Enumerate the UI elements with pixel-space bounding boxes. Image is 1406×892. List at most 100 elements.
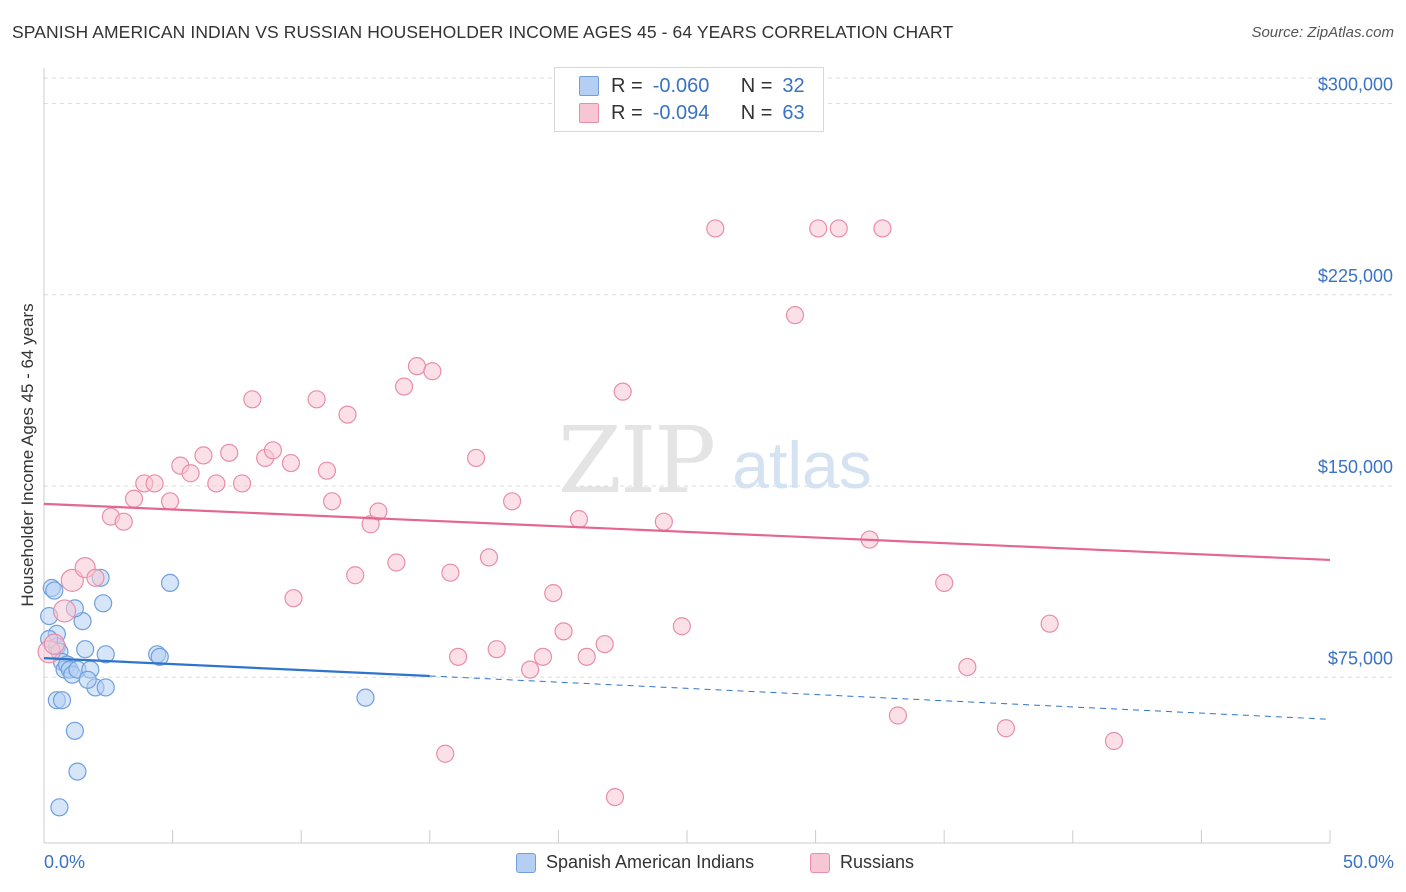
legend-swatch-pink <box>579 103 599 123</box>
russian-point <box>263 441 283 460</box>
russian-point <box>503 492 522 511</box>
russian-point <box>873 219 892 238</box>
russian-point <box>1104 731 1124 751</box>
spanish-american-indian-point <box>94 594 113 613</box>
russian-point <box>284 589 303 608</box>
x-axis-min-label: 0.0% <box>44 852 86 872</box>
russian-point <box>407 357 427 376</box>
russian-point <box>243 390 262 409</box>
y-tick-label: $150,000 <box>1318 457 1393 477</box>
russian-point <box>441 563 460 582</box>
russian-point <box>114 512 133 531</box>
russian-point <box>436 744 455 763</box>
russian-point <box>307 390 326 409</box>
russian-point <box>706 219 725 238</box>
legend-n-value: 63 <box>782 101 805 124</box>
russian-point <box>194 446 213 465</box>
russian-point <box>181 464 200 483</box>
russian-point <box>394 377 414 396</box>
spanish-american-indian-point <box>96 645 115 664</box>
russian-point <box>888 706 908 725</box>
russian-point <box>521 660 540 679</box>
y-tick-label: $225,000 <box>1318 266 1393 286</box>
russian-point <box>533 647 553 666</box>
spanish-american-indian-point <box>160 573 180 593</box>
russian-point <box>479 548 499 567</box>
russian-point <box>86 568 105 587</box>
watermark-zip: ZIP <box>558 407 714 514</box>
legend-r-value: -0.060 <box>652 74 710 97</box>
spanish-american-indian-point <box>76 640 95 659</box>
russian-point <box>124 489 144 508</box>
correlation-legend: R = -0.060 N = 32 R = -0.094 N = 63 <box>554 67 824 132</box>
russian-point <box>346 566 365 585</box>
russian-point <box>829 219 848 238</box>
russian-point <box>387 553 406 572</box>
legend-n-label: N = <box>740 74 773 97</box>
russian-point <box>220 443 239 462</box>
russian-point <box>569 510 589 529</box>
russian-point <box>43 633 65 655</box>
russian-point <box>605 787 625 807</box>
grid-layer <box>44 77 1392 678</box>
legend-r-label: R = <box>611 101 643 124</box>
x-axis-max-label: 50.0% <box>1342 852 1394 872</box>
trend-line-spanish-american-indians <box>43 657 430 678</box>
russian-point <box>281 453 301 473</box>
russian-point <box>785 306 805 325</box>
russian-point <box>654 512 673 531</box>
spanish-american-indian-point <box>150 647 169 666</box>
series-swatch-pink <box>810 852 830 873</box>
watermark-atlas: atlas <box>732 428 871 502</box>
legend-n-label: N = <box>740 101 773 124</box>
spanish-american-indian-point <box>68 762 87 781</box>
spanish-american-indian-point <box>356 688 375 707</box>
russian-point <box>466 448 486 468</box>
legend-r-label: R = <box>611 74 643 97</box>
russian-point <box>145 474 164 493</box>
series-legend-label: Russians <box>840 852 915 872</box>
russian-point <box>1040 614 1059 633</box>
legend-row-russians: R = -0.094 N = 63 <box>579 100 805 126</box>
russian-point <box>595 634 614 654</box>
series-legend-spanish-american-indians: Spanish American Indians <box>516 852 754 873</box>
series-legend: Spanish American Indians Russians <box>0 852 1406 878</box>
legend-n-value: 32 <box>782 74 805 97</box>
russian-point <box>207 474 226 493</box>
russian-point <box>338 405 357 424</box>
series-legend-label: Spanish American Indians <box>546 852 755 872</box>
y-tick-label: $75,000 <box>1328 648 1393 668</box>
watermark: ZIP atlas <box>558 407 872 514</box>
russian-point <box>958 657 977 677</box>
russian-point <box>317 461 337 480</box>
spanish-american-indian-point <box>96 678 115 697</box>
russian-point <box>809 219 828 238</box>
y-tick-labels: $75,000 $150,000 $225,000 $300,000 <box>1318 75 1393 669</box>
chart-title: SPANISH AMERICAN INDIAN VS RUSSIAN HOUSE… <box>12 22 954 42</box>
russian-point <box>369 502 388 521</box>
russian-point <box>554 622 573 641</box>
source-label: Source: ZipAtlas.com <box>1251 24 1394 41</box>
russian-point <box>322 492 342 511</box>
russian-point <box>935 573 954 593</box>
russian-point <box>577 647 596 666</box>
russian-point <box>672 617 691 636</box>
spanish-american-indian-point <box>50 798 69 817</box>
legend-row-spanish-american-indians: R = -0.060 N = 32 <box>579 73 805 99</box>
russian-point <box>996 719 1016 738</box>
spanish-american-indian-point <box>65 721 84 740</box>
series-swatch-blue <box>516 852 536 873</box>
trend-layer <box>43 502 1331 720</box>
russian-point <box>423 362 442 381</box>
y-tick-label: $300,000 <box>1318 75 1393 95</box>
series-legend-russians: Russians <box>810 852 914 873</box>
russian-point <box>160 492 180 511</box>
spanish-american-indian-point <box>52 691 72 710</box>
russian-point <box>544 583 563 603</box>
trend-line-russians <box>43 502 1331 562</box>
russian-point <box>613 382 632 401</box>
legend-swatch-blue <box>579 76 599 96</box>
spanish-american-indian-point <box>45 581 64 600</box>
points-layer <box>37 219 1124 817</box>
